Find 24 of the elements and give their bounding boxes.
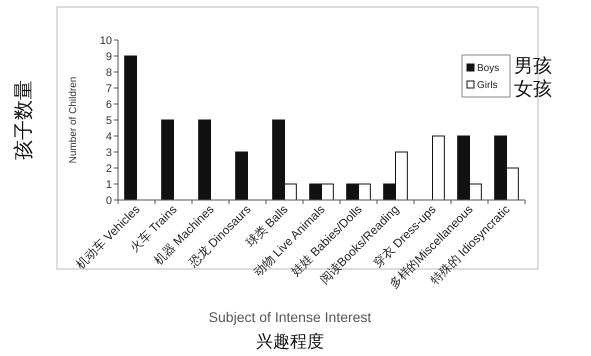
bar (124, 56, 137, 200)
bar (235, 152, 248, 200)
y-tick-label: 6 (106, 99, 112, 111)
y-tick-label: 8 (106, 67, 112, 79)
annotation: 女孩 (514, 79, 552, 100)
legend-label: Girls (477, 80, 498, 91)
text: 兴趣程度 (256, 332, 324, 351)
y-tick-label: 4 (106, 131, 112, 143)
y-tick-label: 3 (106, 147, 112, 159)
legend-label: Boys (477, 63, 500, 74)
x-axis-title: Subject of Intense Interest (208, 309, 372, 325)
y-axis-title: Number of Children (68, 76, 79, 164)
y-tick-label: 5 (106, 115, 112, 127)
annotation: 男孩 (514, 56, 552, 77)
y-tick-label: 0 (106, 195, 112, 207)
y-tick-label: 7 (106, 83, 112, 95)
bar (161, 120, 174, 200)
bar (432, 136, 445, 200)
y-tick-label: 10 (100, 35, 112, 47)
text: 孩子数量 (13, 80, 35, 160)
y-tick-label: 9 (106, 51, 112, 63)
y-tick-label: 2 (106, 163, 112, 175)
y-tick-label: 1 (106, 179, 112, 191)
bar (198, 120, 211, 200)
